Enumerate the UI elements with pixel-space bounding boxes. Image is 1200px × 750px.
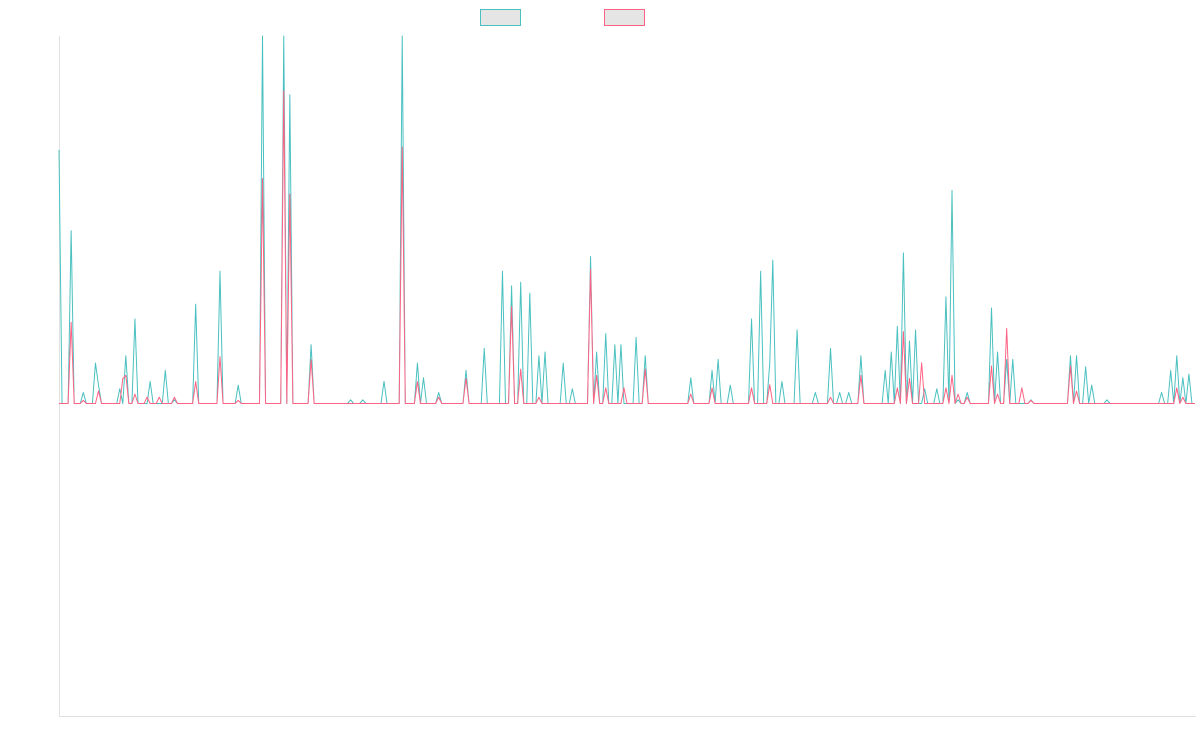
plot-area — [58, 35, 1195, 404]
legend-item-series-2[interactable] — [604, 9, 645, 26]
legend[interactable] — [480, 9, 645, 26]
legend-item-series-1[interactable] — [480, 9, 521, 26]
series-2-line — [59, 90, 1195, 404]
legend-swatch-series-1 — [480, 9, 521, 26]
series-1-line — [58, 35, 1195, 404]
legend-swatch-series-2 — [604, 9, 645, 26]
